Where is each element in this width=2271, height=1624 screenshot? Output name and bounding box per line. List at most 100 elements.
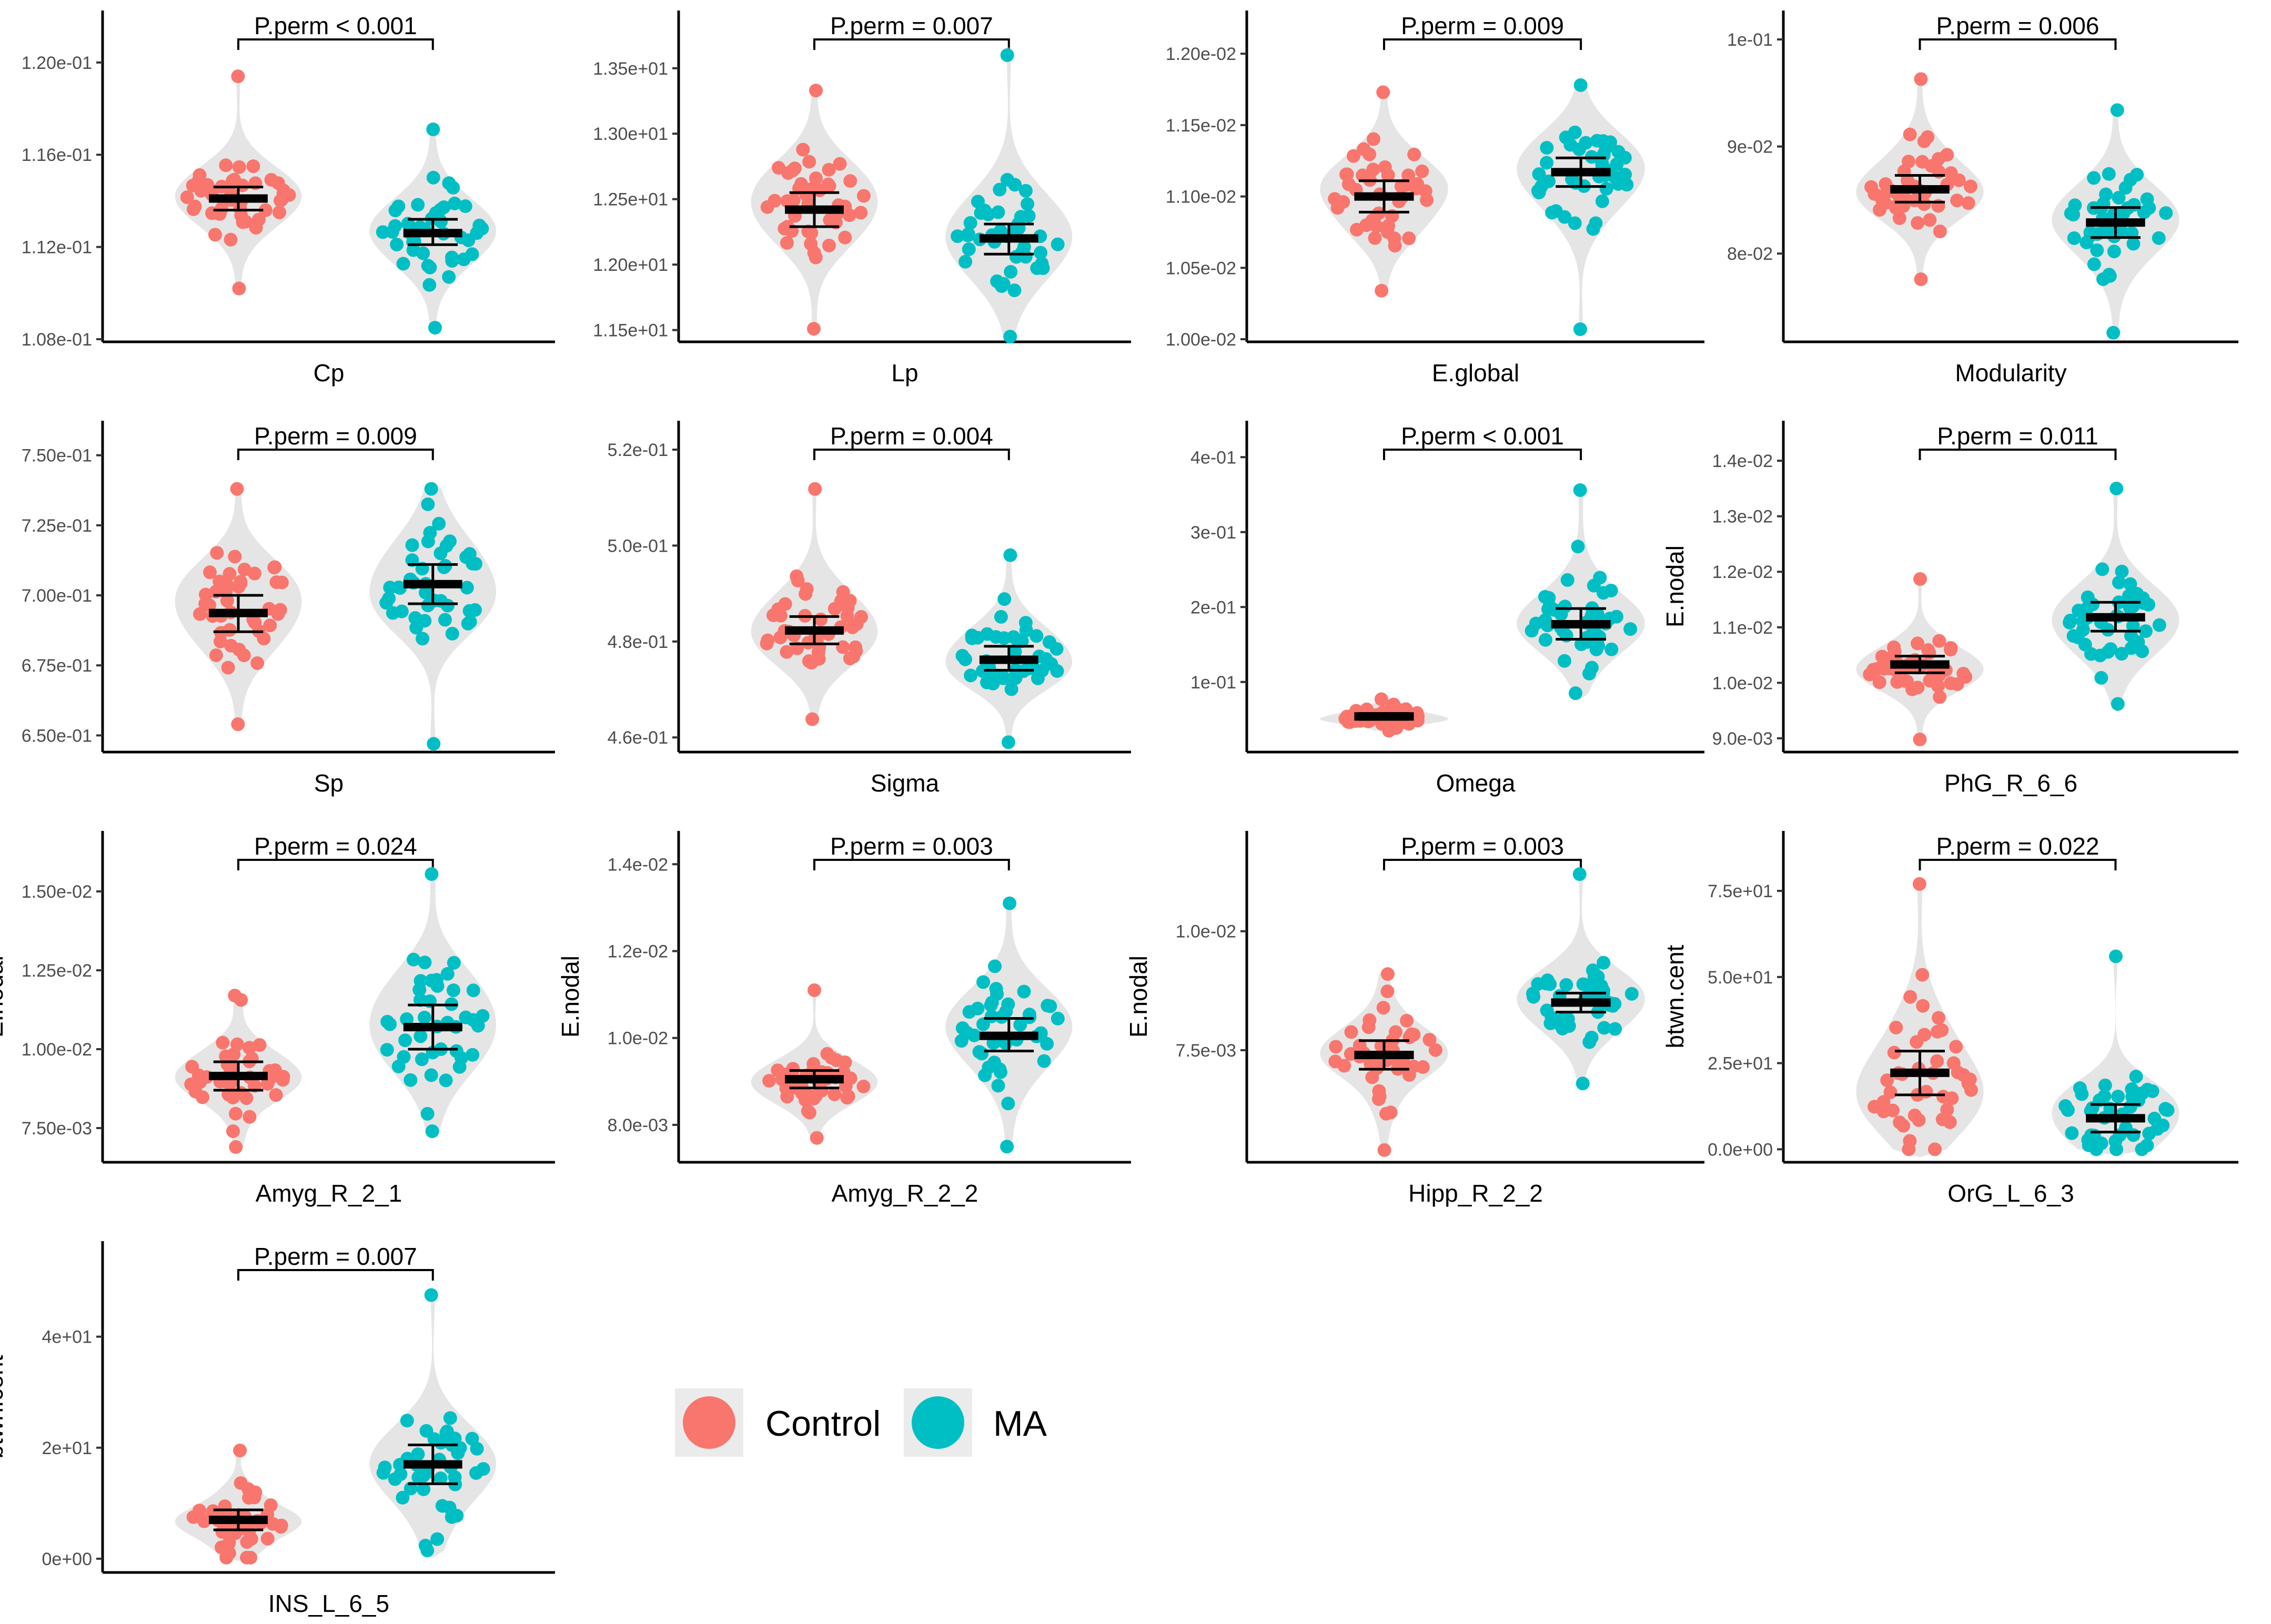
data-point-ma	[2068, 198, 2082, 212]
data-point-ma	[424, 482, 438, 496]
data-point-ma	[2159, 206, 2173, 220]
data-point-ma	[443, 1411, 457, 1425]
data-point-ma	[419, 1424, 433, 1438]
data-point-ma	[2127, 198, 2141, 212]
data-point-ma	[1029, 629, 1044, 643]
y-tick-label: 7.00e-01	[22, 586, 92, 606]
data-point-ma	[1017, 240, 1031, 254]
data-point-ma	[418, 1538, 432, 1552]
y-tick-label: 7.25e-01	[22, 516, 92, 536]
y-tick-label: 8e-02	[1727, 244, 1773, 264]
data-point-ma	[2099, 187, 2113, 201]
data-point-control	[1428, 1043, 1442, 1057]
y-tick-label: 6.75e-01	[22, 656, 92, 676]
data-point-control	[1940, 148, 1954, 162]
panel-org: 0.0e+00 2.5e+01 5.0e+01 7.5e+01 OrG_L_6_3 btw…	[1661, 831, 2238, 1207]
data-point-ma	[403, 1073, 418, 1087]
data-point-control	[802, 155, 816, 169]
data-point-control	[809, 171, 823, 185]
data-point-ma	[415, 1052, 429, 1067]
data-point-control	[1883, 1085, 1897, 1099]
data-point-ma	[951, 229, 965, 243]
significance-bracket	[813, 449, 1010, 460]
data-point-ma	[435, 1499, 449, 1513]
data-point-ma	[476, 1462, 490, 1476]
y-tick-label: 0.0e+00	[1708, 1140, 1773, 1160]
data-point-control	[1357, 142, 1371, 156]
data-point-control	[820, 1047, 834, 1061]
data-point-ma	[440, 1424, 454, 1438]
data-point-ma	[1000, 48, 1014, 62]
data-point-ma	[421, 259, 435, 273]
data-point-control	[801, 1104, 815, 1118]
data-point-control	[856, 1079, 871, 1093]
data-point-control	[1911, 216, 1925, 230]
data-point-ma	[1573, 483, 1587, 497]
y-tick-label: 1.08e-01	[22, 330, 92, 350]
data-point-ma	[1003, 896, 1017, 910]
data-point-control	[1940, 1102, 1954, 1116]
data-point-ma	[1000, 1140, 1014, 1154]
data-point-control	[768, 194, 782, 208]
y-tick-label: 1.15e-02	[1166, 116, 1236, 136]
y-tick-label: 5.0e+01	[1708, 968, 1773, 988]
data-point-control	[854, 206, 868, 220]
data-point-ma	[442, 176, 456, 190]
x-axis-title: Amyg_R_2_1	[256, 1180, 402, 1207]
data-point-control	[213, 574, 227, 588]
violin-ma	[369, 1287, 497, 1558]
y-axis-title: btwn.cent	[0, 1355, 8, 1458]
data-point-control	[231, 717, 245, 732]
data-point-ma	[2125, 1082, 2139, 1097]
data-point-control	[1376, 85, 1390, 99]
data-point-ma	[2147, 1111, 2162, 1125]
panel-hipp: 7.5e-03 1.0e-02 Hipp_R_2_2 E.nodal P.perm = …	[1125, 831, 1704, 1207]
data-point-control	[790, 569, 804, 583]
y-tick-label: 1.1e-02	[1712, 618, 1773, 638]
data-point-control	[808, 983, 822, 997]
data-point-ma	[1549, 204, 1563, 218]
data-point-control	[796, 143, 810, 157]
significance-bracket	[1919, 859, 2117, 870]
data-point-control	[836, 640, 850, 654]
data-point-control	[771, 1063, 785, 1078]
data-point-control	[1400, 1013, 1414, 1028]
data-point-control	[838, 230, 852, 245]
data-point-control	[1422, 1033, 1437, 1047]
data-point-ma	[466, 1048, 480, 1062]
violin-control	[175, 1447, 302, 1561]
data-point-control	[1915, 968, 1930, 982]
data-point-ma	[2152, 618, 2166, 632]
significance-bracket	[1383, 38, 1582, 50]
data-point-control	[1916, 999, 1930, 1013]
data-point-ma	[391, 199, 406, 214]
data-point-ma	[1051, 1011, 1065, 1026]
panels-layer: 1.08e-01 1.12e-01 1.16e-01 1.20e-01 Cp P.perm…	[0, 11, 2238, 1617]
data-point-control	[216, 1036, 230, 1050]
data-point-ma	[1003, 330, 1017, 344]
y-tick-label: 1.12e-01	[22, 238, 92, 258]
violin-control	[751, 482, 878, 726]
data-point-control	[1887, 640, 1901, 654]
data-point-ma	[460, 581, 474, 595]
data-point-ma	[1568, 216, 1582, 230]
data-point-control	[251, 212, 266, 227]
data-point-ma	[424, 1068, 438, 1082]
significance-bracket	[1919, 449, 2117, 460]
panel-omega: 1e-01 2e-01 3e-01 4e-01 Omega P.perm < 0.001	[1190, 421, 1704, 797]
violin-ma	[1517, 77, 1645, 337]
data-point-ma	[2067, 231, 2081, 245]
data-point-control	[856, 189, 871, 203]
data-point-control	[761, 633, 775, 647]
data-point-control	[250, 656, 265, 670]
significance-bracket	[1919, 38, 2117, 50]
data-point-control	[1374, 692, 1388, 706]
data-point-control	[224, 232, 238, 247]
data-point-ma	[448, 196, 462, 210]
data-point-ma	[1568, 686, 1582, 701]
y-tick-label: 4.8e-01	[608, 632, 668, 652]
significance-bracket	[813, 859, 1010, 870]
data-point-ma	[1007, 283, 1022, 298]
x-axis-title: Sigma	[871, 769, 940, 797]
data-point-ma	[1573, 78, 1588, 92]
